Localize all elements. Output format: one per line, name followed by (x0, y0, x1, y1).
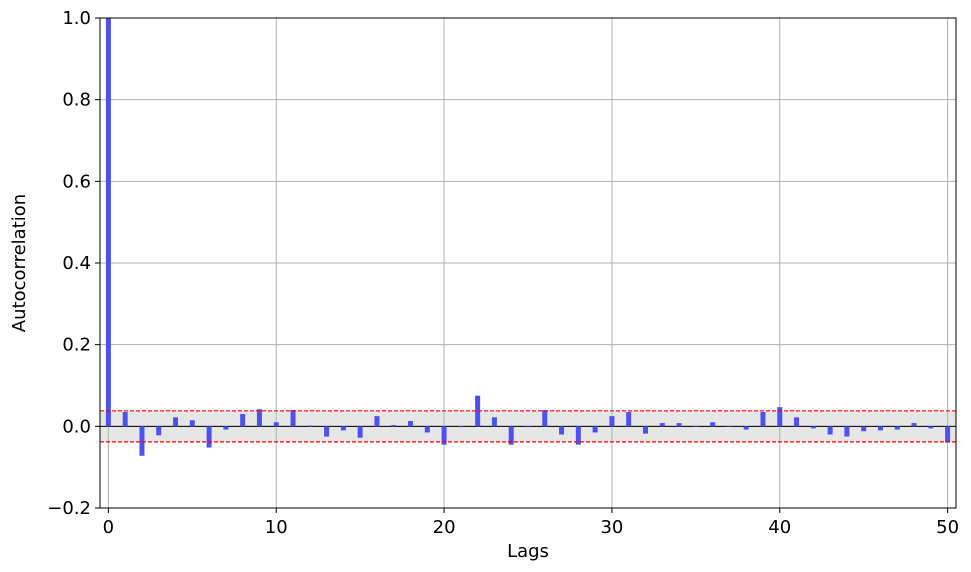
acf-bar (223, 426, 229, 430)
confidence-lines (100, 410, 956, 443)
acf-bar (861, 426, 867, 432)
acf-bar (559, 426, 565, 435)
y-tick-label: 0.2 (62, 335, 91, 356)
y-tick-label: 0.0 (62, 416, 91, 437)
acf-bar (609, 416, 615, 427)
acf-bar (424, 426, 430, 433)
acf-bar (173, 417, 179, 427)
acf-bar (760, 412, 766, 427)
acf-bar (374, 416, 380, 427)
acf-bar (475, 395, 481, 427)
acf-bar (340, 426, 346, 431)
acf-bar (911, 423, 917, 427)
x-tick-label: 20 (433, 517, 456, 538)
acf-bar (240, 414, 246, 427)
acf-bar (122, 412, 128, 427)
acf-bar (894, 426, 900, 430)
acf-bar (810, 426, 816, 429)
acf-bar (542, 410, 548, 427)
x-axis-label: Lags (507, 541, 549, 562)
acf-bar (844, 426, 850, 437)
x-axis-ticks: 0 10 20 30 40 50 (103, 508, 959, 538)
acf-bar (290, 410, 296, 427)
acf-bar (777, 407, 783, 427)
y-tick-label: 1.0 (62, 8, 91, 29)
y-tick-label: 0.6 (62, 171, 91, 192)
x-tick-label: 10 (265, 517, 288, 538)
y-tick-label: 0.4 (62, 253, 91, 274)
acf-bar (256, 409, 262, 427)
acf-bar (693, 426, 699, 427)
acf-bar (408, 421, 414, 427)
acf-bar (794, 417, 800, 427)
acf-bar (441, 426, 447, 445)
acf-bar (508, 426, 514, 445)
y-tick-label: 0.8 (62, 90, 91, 111)
acf-bar (105, 18, 111, 427)
acf-bar (642, 426, 648, 434)
acf-bar (525, 426, 531, 428)
acf-bar (726, 426, 732, 427)
acf-bar (156, 426, 162, 436)
acf-bar (659, 423, 665, 427)
acf-bar (592, 426, 598, 433)
acf-bar (928, 426, 934, 429)
y-axis-ticks: −0.2 0.0 0.2 0.4 0.6 0.8 1.0 (47, 8, 100, 519)
acf-bar (710, 422, 716, 427)
acf-bar (139, 426, 145, 456)
acf-bar (827, 426, 833, 435)
acf-bar (676, 423, 682, 427)
acf-bar (491, 417, 497, 427)
acf-bar (945, 426, 951, 443)
acf-bar (575, 426, 581, 445)
acf-bar (626, 412, 632, 427)
acf-bar (189, 420, 195, 427)
acf-bar (458, 426, 464, 428)
y-tick-label: −0.2 (47, 498, 91, 519)
x-tick-label: 0 (103, 517, 114, 538)
acf-bar (206, 426, 212, 448)
acf-bar (877, 426, 883, 431)
acf-bar (357, 426, 363, 438)
acf-bar (307, 425, 313, 427)
x-tick-label: 40 (768, 517, 791, 538)
x-tick-label: 30 (600, 517, 623, 538)
acf-bar (324, 426, 330, 437)
acf-bar (391, 425, 397, 427)
y-axis-label: Autocorrelation (9, 194, 30, 332)
bar-series (105, 18, 951, 456)
acf-bar (743, 426, 749, 430)
x-tick-label: 50 (936, 517, 959, 538)
acf-bar (273, 422, 279, 427)
